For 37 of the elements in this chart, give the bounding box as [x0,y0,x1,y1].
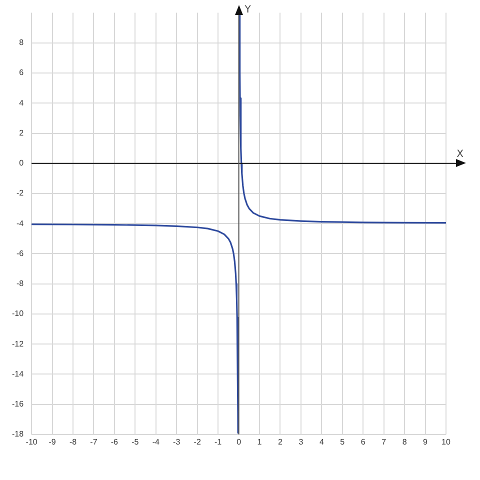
y-tick-label: -12 [12,339,24,348]
x-tick-label: -6 [110,437,119,446]
x-tick-label: -5 [132,437,140,446]
x-tick-label: 3 [298,437,304,446]
x-axis-title: X [456,148,464,160]
x-tick-label: -8 [69,437,78,446]
y-tick-label: -4 [16,218,24,228]
y-tick-label: -2 [16,188,24,198]
y-tick-label: -18 [12,430,24,439]
y-tick-label: -6 [16,248,24,258]
x-tick-label: -10 [26,437,38,446]
x-tick-label: 2 [278,437,283,446]
y-tick-label: -8 [16,279,24,288]
x-tick-label: -4 [152,437,160,446]
x-tick-label: -3 [173,437,181,446]
x-tick-label: 5 [340,437,346,446]
x-tick-label: 9 [423,437,428,446]
x-tick-label: 10 [442,437,451,446]
y-tick-label: 4 [19,98,24,108]
x-tick-label: 7 [382,437,387,446]
x-tick-label: 0 [236,437,242,446]
y-tick-label: 0 [19,158,24,168]
y-tick-label: 6 [19,68,24,78]
x-tick-label: 8 [402,437,408,446]
x-tick-label: -9 [48,437,56,446]
x-tick-label: 1 [257,437,262,446]
y-tick-label: -10 [12,309,24,318]
y-axis-title: Y [244,4,252,16]
y-tick-label: 2 [19,128,24,138]
x-tick-label: -2 [194,437,202,446]
x-tick-label: -1 [214,437,222,446]
y-tick-label: -14 [12,369,24,378]
y-tick-label: 8 [19,38,24,48]
x-tick-label: -7 [90,437,98,446]
x-tick-label: 4 [319,437,324,446]
y-tick-label: -16 [12,399,24,408]
x-tick-label: 6 [360,437,366,446]
